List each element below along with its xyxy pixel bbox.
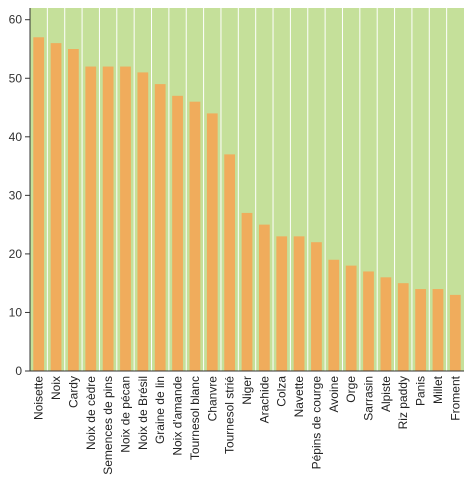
x-tick-label: Colza xyxy=(275,376,289,407)
bar xyxy=(380,277,392,371)
y-tick-label: 60 xyxy=(9,13,23,27)
y-tick-label: 10 xyxy=(9,305,23,319)
bar xyxy=(241,212,253,371)
x-tick-label: Millet xyxy=(431,375,445,404)
x-tick-label: Sarrasin xyxy=(362,376,376,421)
bar xyxy=(258,224,270,371)
bar xyxy=(224,154,236,371)
x-tick-label: Navette xyxy=(292,376,306,418)
bar xyxy=(293,236,305,371)
y-tick-label: 20 xyxy=(9,247,23,261)
bar xyxy=(154,84,166,371)
x-tick-label: Noix de pécan xyxy=(118,376,132,453)
y-tick-label: 30 xyxy=(9,188,23,202)
y-axis: 0 10 20 30 40 50 60 xyxy=(9,8,31,378)
x-tick-label: Semences de pins xyxy=(101,376,115,475)
x-tick-label: Cardy xyxy=(66,376,80,408)
bar xyxy=(50,43,62,372)
bar xyxy=(449,294,461,371)
x-tick-label: Alpiste xyxy=(379,376,393,412)
x-tick-label: Avoine xyxy=(327,376,341,413)
x-tick-label: Tournesol strié xyxy=(223,376,237,454)
y-tick-label: 0 xyxy=(15,364,22,378)
x-axis: Noisette Noix Cardy Noix de cèdre Semences d… xyxy=(30,370,464,475)
bar xyxy=(206,113,218,372)
x-tick-label: Niger xyxy=(240,376,254,405)
x-tick-label: Noix de cèdre xyxy=(84,376,98,450)
bar xyxy=(189,101,201,371)
x-tick-label: Panis xyxy=(414,376,428,406)
x-tick-label: Tournesol blanc xyxy=(188,376,202,460)
x-tick-label: Pépins de courge xyxy=(309,376,323,470)
bar xyxy=(328,259,340,371)
x-tick-label: Riz paddy xyxy=(396,376,410,429)
grid-lines xyxy=(46,8,448,371)
bar xyxy=(172,95,183,372)
x-tick-label: Graine de lin xyxy=(153,376,167,444)
y-tick-label: 40 xyxy=(9,130,23,144)
bar xyxy=(85,66,97,371)
bar xyxy=(102,66,114,371)
bar xyxy=(345,265,357,371)
bar xyxy=(68,48,79,371)
x-tick-label: Noix d'amande xyxy=(171,376,185,456)
bar xyxy=(415,289,426,371)
x-tick-label: Arachide xyxy=(257,376,271,424)
x-tick-label: Chanvre xyxy=(205,376,219,422)
bar xyxy=(120,66,131,371)
bar xyxy=(363,271,374,371)
x-tick-label: Noisette xyxy=(32,376,46,420)
x-tick-label: Orge xyxy=(344,376,358,403)
x-tick-label: Noix xyxy=(49,376,63,400)
bar xyxy=(397,283,409,371)
bar xyxy=(137,72,149,371)
x-tick-label: Noix de Brésil xyxy=(136,376,150,450)
y-tick-label: 50 xyxy=(9,71,23,85)
bar xyxy=(432,289,444,371)
bar xyxy=(33,37,45,371)
x-tick-label: Froment xyxy=(448,375,462,420)
bar xyxy=(311,242,322,371)
bars xyxy=(33,37,461,372)
bar xyxy=(276,236,288,371)
